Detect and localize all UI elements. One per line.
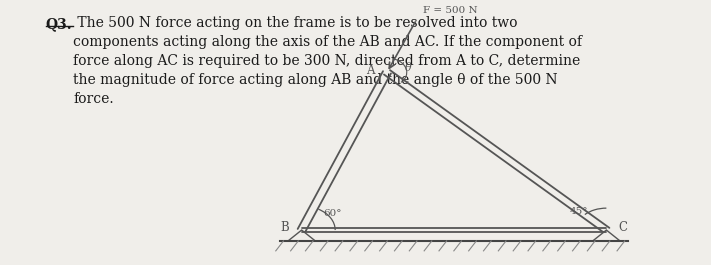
Text: B: B [281, 221, 289, 234]
Text: F = 500 N: F = 500 N [423, 6, 477, 15]
Text: The 500 N force acting on the frame is to be resolved into two
components acting: The 500 N force acting on the frame is t… [73, 16, 582, 106]
Text: θ: θ [405, 63, 412, 73]
Text: 45°: 45° [570, 207, 588, 216]
Text: 60°: 60° [323, 209, 341, 218]
Text: C: C [619, 221, 628, 234]
Text: A: A [366, 64, 375, 77]
Text: Q3.: Q3. [46, 17, 73, 31]
